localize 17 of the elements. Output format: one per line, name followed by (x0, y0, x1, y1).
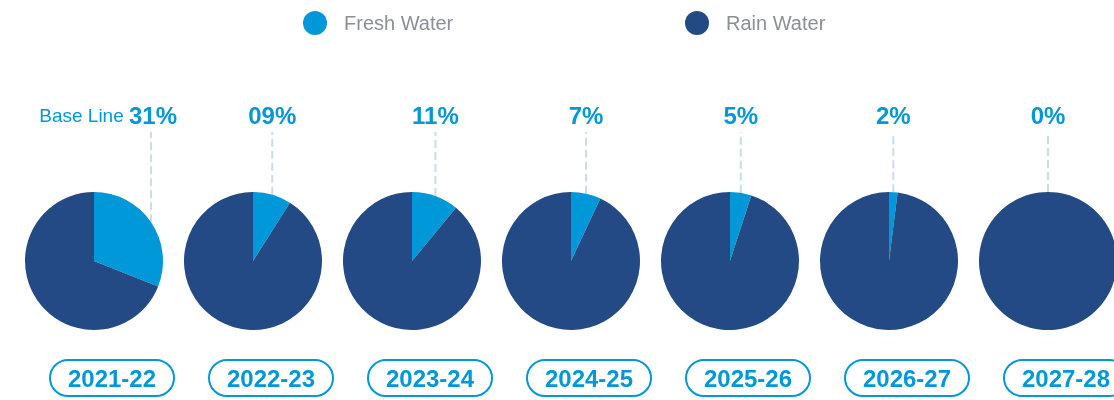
legend-label: Fresh Water (344, 11, 454, 35)
text: 2022-23 (226, 364, 316, 392)
data-label: 11% (412, 101, 459, 129)
data-label: 2% (875, 101, 911, 129)
data-label: 31% (129, 101, 178, 129)
text: 0% (1030, 101, 1066, 129)
text: 2027-28 (1021, 364, 1111, 392)
text: 2026-27 (862, 364, 952, 392)
legend-label: Rain Water (726, 11, 826, 35)
data-label: 5% (723, 101, 759, 129)
data-label: 09% (248, 101, 297, 129)
text: Base Line (39, 104, 130, 126)
text: 2025-26 (703, 364, 793, 392)
text: 2024-25 (544, 364, 634, 392)
data-label: 7% (568, 101, 604, 129)
text: 2021-22 (67, 364, 157, 392)
text: 2023-24 (385, 364, 475, 392)
